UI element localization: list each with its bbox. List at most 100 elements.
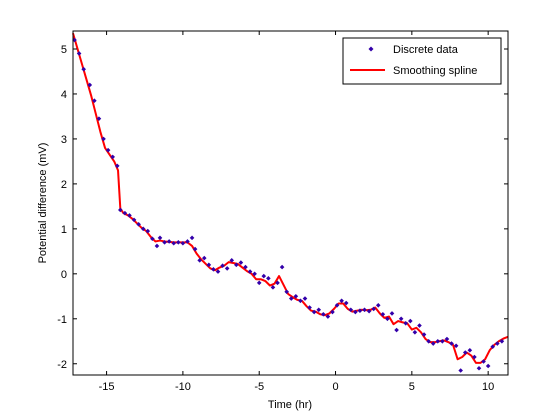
marker-layer: [72, 37, 505, 373]
legend-label-spline: Smoothing spline: [393, 65, 477, 77]
data-point: [166, 239, 172, 244]
y-axis-label: Potential difference (mV): [37, 143, 49, 264]
legend: Discrete data Smoothing spline: [342, 37, 502, 85]
data-point: [136, 222, 141, 227]
data-point: [339, 298, 344, 304]
data-point: [481, 359, 486, 364]
x-tick-label: -10: [175, 381, 191, 393]
data-point: [421, 332, 427, 337]
x-tick-label: -5: [254, 381, 264, 393]
data-point: [371, 306, 376, 312]
data-point: [357, 308, 363, 313]
data-point: [154, 243, 160, 249]
y-tick-label: 5: [61, 44, 67, 56]
data-point: [220, 263, 225, 269]
data-point: [247, 269, 253, 274]
data-point: [81, 66, 86, 72]
data-point: [462, 350, 468, 355]
data-point: [256, 280, 262, 286]
data-point: [224, 266, 230, 271]
data-point: [495, 341, 500, 346]
data-point: [375, 303, 381, 308]
data-point: [279, 264, 285, 270]
data-point: [440, 338, 445, 344]
data-point: [435, 338, 441, 344]
data-point: [288, 296, 294, 301]
data-point: [192, 246, 198, 252]
data-point: [485, 363, 491, 369]
data-point: [270, 285, 276, 290]
spline-line: [72, 32, 509, 364]
data-point: [92, 98, 97, 103]
data-point: [444, 336, 450, 342]
data-point: [122, 210, 128, 216]
legend-entry-spline: Smoothing spline: [350, 65, 477, 77]
data-point: [348, 307, 354, 313]
y-tick-label: 0: [61, 269, 67, 281]
data-point: [398, 316, 404, 322]
legend-marker-discrete: [368, 46, 374, 52]
data-point: [275, 280, 280, 286]
data-point: [458, 368, 463, 373]
data-point: [394, 327, 399, 333]
data-point: [114, 163, 120, 169]
data-point: [238, 260, 244, 265]
data-point: [476, 365, 482, 371]
legend-box: [342, 37, 502, 85]
data-point: [211, 267, 216, 272]
data-point: [76, 51, 82, 56]
data-point: [316, 307, 322, 313]
data-point: [234, 262, 239, 268]
data-point: [105, 147, 111, 153]
data-point: [325, 314, 331, 319]
data-point: [157, 235, 163, 241]
data-point: [189, 235, 195, 241]
data-point: [150, 236, 155, 242]
data-point: [118, 207, 123, 213]
y-tick-label: 1: [61, 224, 67, 236]
data-point: [252, 271, 257, 277]
data-point: [140, 226, 146, 232]
data-point: [284, 289, 289, 295]
data-point: [353, 309, 358, 315]
x-axis-label: Time (hr): [268, 399, 312, 411]
data-point: [145, 228, 151, 234]
legend-label-discrete: Discrete data: [393, 44, 459, 56]
data-point: [330, 309, 335, 315]
data-point: [206, 262, 212, 268]
data-point: [408, 318, 413, 324]
data-point: [185, 239, 190, 244]
data-point: [201, 255, 207, 261]
data-point: [180, 240, 186, 246]
data-point: [101, 136, 106, 142]
data-point: [380, 311, 386, 317]
data-point: [131, 217, 137, 223]
data-point: [261, 273, 267, 279]
data-point: [334, 303, 340, 308]
data-point: [87, 82, 93, 88]
data-point: [293, 294, 299, 299]
data-point: [412, 329, 418, 335]
data-point: [176, 240, 181, 245]
data-point: [385, 316, 390, 322]
data-point: [302, 296, 308, 301]
data-point: [229, 258, 235, 263]
data-point: [499, 338, 505, 344]
y-tick-label: 4: [61, 89, 67, 101]
data-point: [426, 338, 431, 344]
y-tick-label: -1: [57, 314, 67, 326]
data-point: [243, 264, 248, 270]
data-point: [298, 298, 303, 304]
legend-entry-discrete: Discrete data: [368, 44, 459, 56]
x-tick-label: 10: [482, 381, 494, 393]
data-point: [110, 154, 115, 160]
data-point: [430, 341, 436, 346]
plot-area: [73, 31, 508, 375]
x-tick-label: 5: [409, 381, 415, 393]
data-point: [362, 307, 367, 313]
y-tick-label: -2: [57, 359, 67, 371]
data-point: [96, 116, 102, 121]
data-point: [453, 343, 459, 349]
spline-layer: [72, 32, 509, 364]
